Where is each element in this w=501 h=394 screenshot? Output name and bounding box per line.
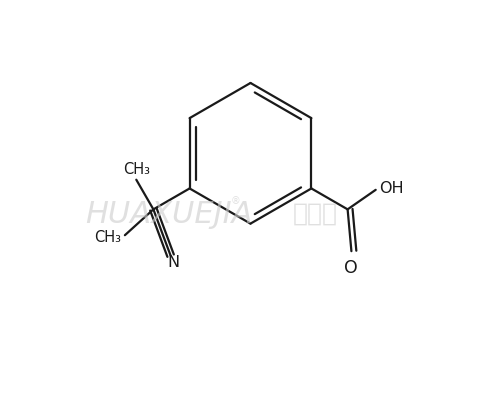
Text: ®: ®: [230, 196, 240, 206]
Text: HUAXUEJIA: HUAXUEJIA: [85, 200, 253, 229]
Text: OH: OH: [379, 181, 404, 196]
Text: N: N: [167, 255, 180, 269]
Text: CH₃: CH₃: [123, 162, 150, 177]
Text: CH₃: CH₃: [94, 230, 121, 245]
Text: O: O: [344, 259, 358, 277]
Text: 化学加: 化学加: [293, 202, 338, 226]
